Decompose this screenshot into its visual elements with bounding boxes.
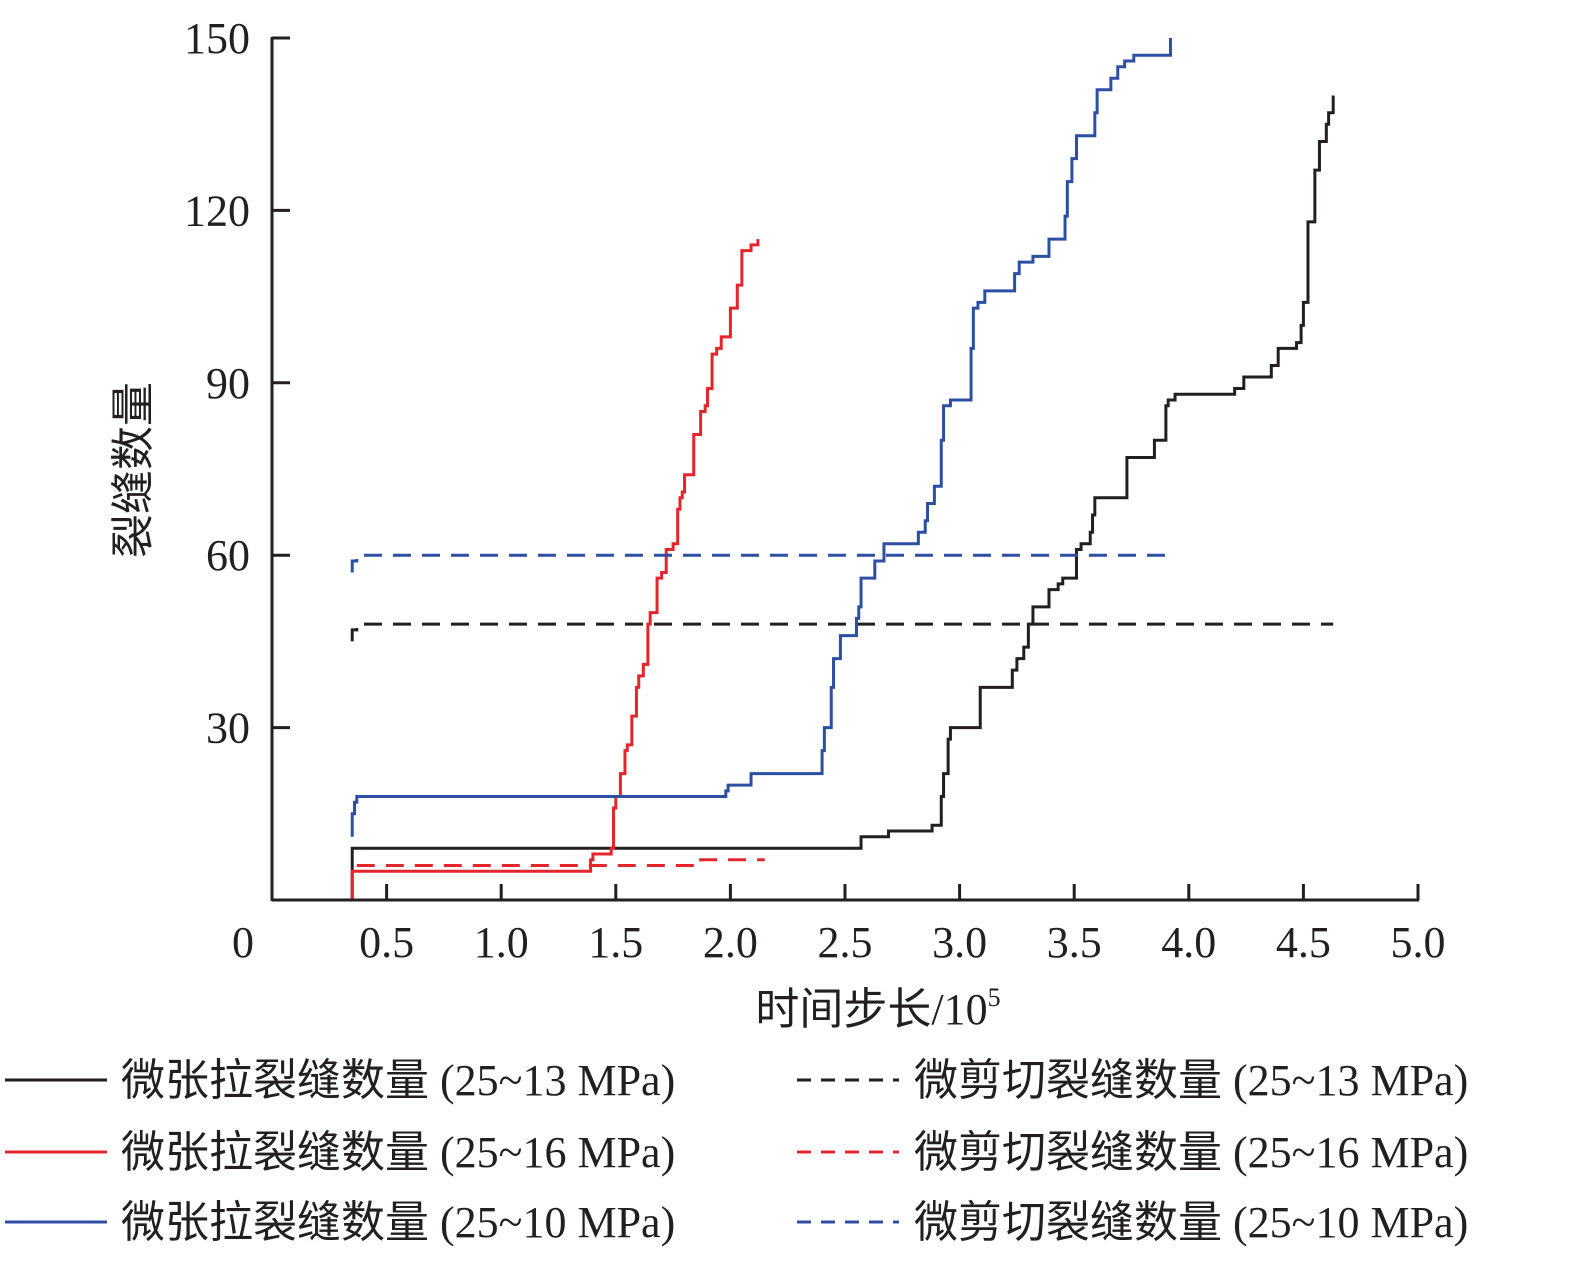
x-tick-label: 0.5	[359, 918, 414, 967]
x-axis-title-exponent: 5	[988, 983, 1001, 1012]
x-tick-label: 3.0	[932, 918, 987, 967]
y-tick-label: 150	[184, 14, 250, 63]
x-tick-label: 0	[232, 918, 254, 967]
legend-label-4: 微张拉裂缝数量 (25~10 MPa)	[121, 1198, 675, 1247]
x-tick-label: 4.5	[1276, 918, 1331, 967]
x-tick-label: 5.0	[1391, 918, 1446, 967]
x-axis-title: 时间步长/105	[755, 983, 1000, 1034]
legend-label-5: 微剪切裂缝数量 (25~10 MPa)	[914, 1198, 1468, 1247]
series-layer	[350, 38, 1335, 900]
x-tick-label: 1.0	[474, 918, 529, 967]
y-axis-title: 裂缝数量	[109, 382, 158, 558]
series-line-0	[350, 95, 1335, 900]
legend-label-3: 微剪切裂缝数量 (25~16 MPa)	[914, 1128, 1468, 1177]
legend-label-1: 微剪切裂缝数量 (25~13 MPa)	[914, 1056, 1468, 1105]
series-line-2	[350, 239, 760, 900]
x-tick-label: 4.0	[1161, 918, 1216, 967]
series-line-4	[350, 38, 1172, 837]
legend: 微张拉裂缝数量 (25~13 MPa) 微剪切裂缝数量 (25~13 MPa) 微张…	[5, 1056, 1468, 1247]
series-line-5	[350, 553, 1173, 573]
y-tick-label: 60	[206, 531, 250, 580]
series-line-3	[356, 858, 765, 868]
x-tick-label: 1.5	[588, 918, 643, 967]
series-line-1	[350, 622, 1334, 642]
y-tick-label: 120	[184, 186, 250, 235]
y-tick-label: 90	[206, 359, 250, 408]
x-tick-label: 2.5	[818, 918, 873, 967]
legend-label-0: 微张拉裂缝数量 (25~13 MPa)	[121, 1056, 675, 1105]
legend-label-2: 微张拉裂缝数量 (25~16 MPa)	[121, 1128, 675, 1177]
ticks-layer: 0 0.5 1.0 1.5 2.0 2.5 3.0 3.5 4.0 4.5 5.0 30 60 90 120…	[184, 14, 1446, 967]
x-tick-label: 2.0	[703, 918, 758, 967]
x-tick-label: 3.5	[1047, 918, 1102, 967]
y-tick-label: 30	[206, 704, 250, 753]
